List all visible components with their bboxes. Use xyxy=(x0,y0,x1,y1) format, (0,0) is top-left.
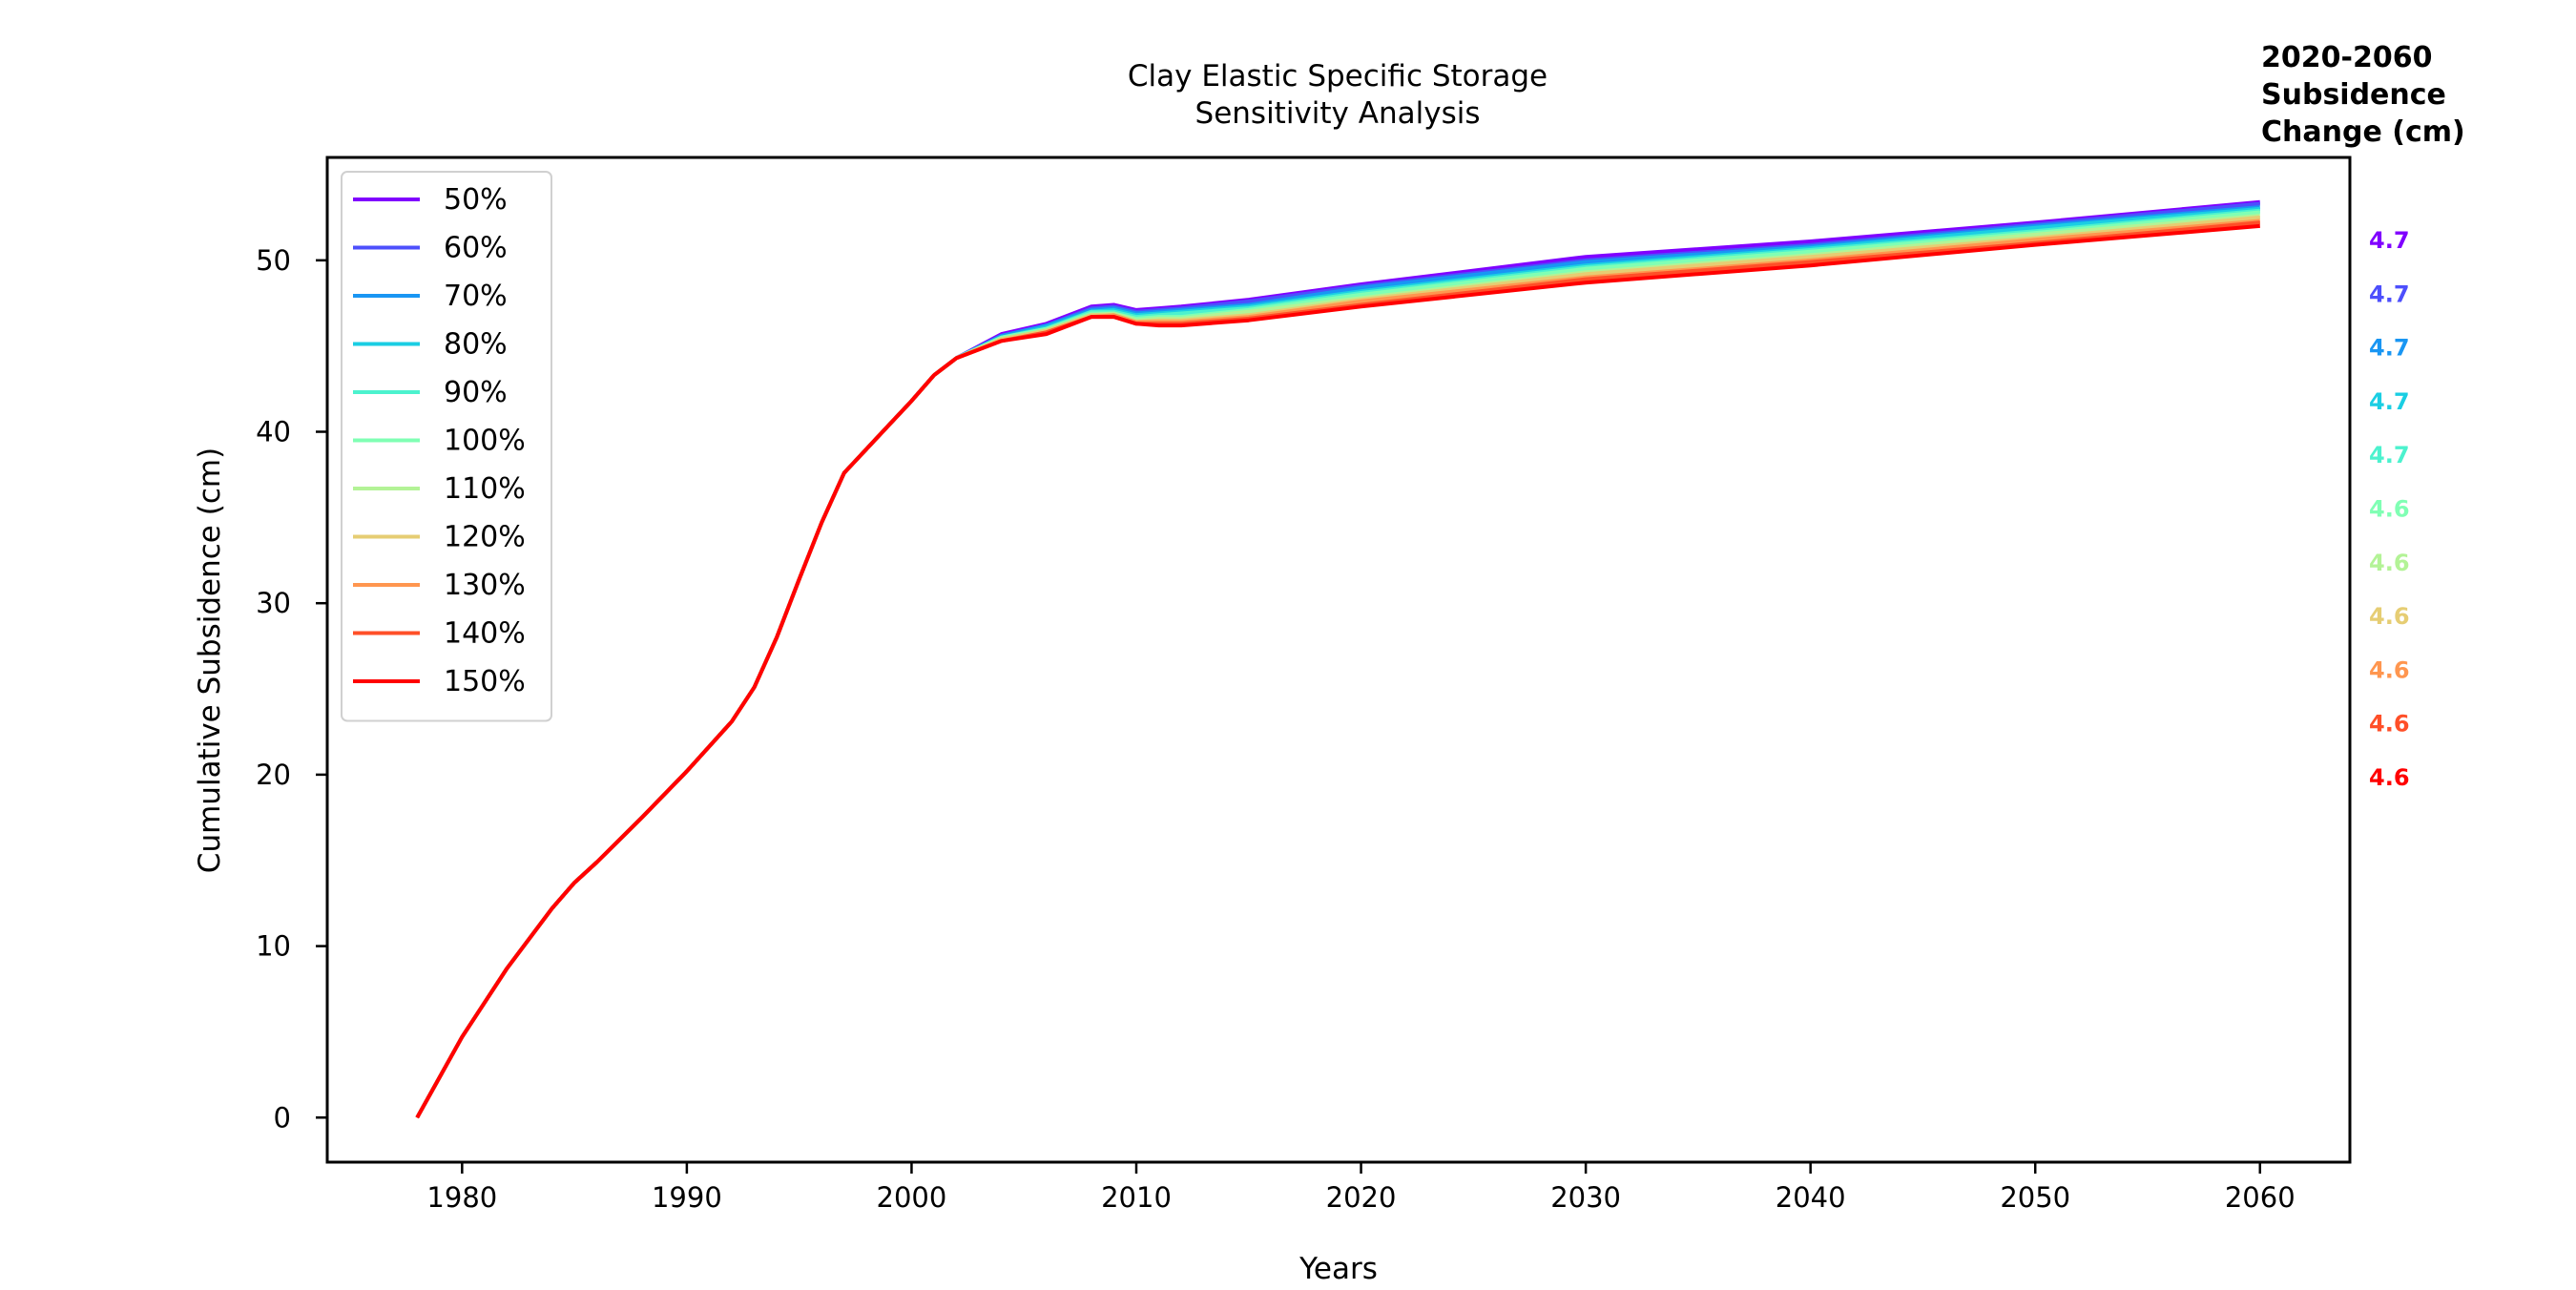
legend-label: 120% xyxy=(444,521,526,554)
x-axis-title: Years xyxy=(1298,1252,1378,1286)
y-tick-label: 20 xyxy=(256,759,291,791)
axes: 1980 1990 2000 2010 2020 2030 2040 2050 20600102… xyxy=(256,244,2296,1214)
side-title-line-1: 2020-2060 xyxy=(2261,41,2432,74)
legend: 50% 60% 70% 80% 90% 100% 110% 120% 130% 140% 150% xyxy=(341,171,552,722)
legend-label: 80% xyxy=(444,328,508,362)
change-value-60pct: 4.7 xyxy=(2369,281,2410,307)
change-value-150pct: 4.6 xyxy=(2369,764,2410,791)
chart-title-line-1: Clay Elastic Specific Storage xyxy=(1128,59,1548,94)
x-tick-label: 2060 xyxy=(2225,1181,2296,1214)
change-value-100pct: 4.6 xyxy=(2369,496,2410,523)
legend-label: 70% xyxy=(444,280,508,313)
subsidence-change-labels: 4.7 4.7 4.7 4.7 4.7 4.6 4.6 4.6 4.6 4.6 4.6 xyxy=(2369,227,2410,791)
change-value-110pct: 4.6 xyxy=(2369,550,2410,576)
legend-label: 150% xyxy=(444,665,526,698)
change-value-90pct: 4.7 xyxy=(2369,442,2410,468)
legend-label: 140% xyxy=(444,617,526,651)
change-value-130pct: 4.6 xyxy=(2369,656,2410,683)
side-title-line-2: Subsidence xyxy=(2261,78,2446,112)
x-tick-label: 2040 xyxy=(1776,1181,1846,1214)
change-value-80pct: 4.7 xyxy=(2369,388,2410,415)
change-value-50pct: 4.7 xyxy=(2369,227,2410,254)
series-line-150pct xyxy=(415,223,2260,1119)
y-tick-label: 50 xyxy=(256,244,291,277)
plot-frame xyxy=(325,156,2352,1164)
y-tick-label: 0 xyxy=(274,1101,291,1134)
change-value-140pct: 4.6 xyxy=(2369,711,2410,738)
side-title-line-3: Change (cm) xyxy=(2261,115,2465,149)
legend-label: 100% xyxy=(444,425,526,458)
legend-label: 90% xyxy=(444,376,508,409)
legend-label: 130% xyxy=(444,569,526,602)
x-tick-label: 2010 xyxy=(1101,1181,1172,1214)
x-tick-label: 1980 xyxy=(426,1181,497,1214)
x-tick-label: 2020 xyxy=(1326,1181,1397,1214)
plot-area xyxy=(415,199,2260,1119)
y-tick-label: 10 xyxy=(256,930,291,963)
y-axis-title: Cumulative Subsidence (cm) xyxy=(193,447,227,873)
x-tick-label: 2050 xyxy=(2000,1181,2070,1214)
change-value-120pct: 4.6 xyxy=(2369,603,2410,630)
legend-label: 60% xyxy=(444,232,508,265)
chart-title-line-2: Sensitivity Analysis xyxy=(1195,96,1481,131)
y-tick-label: 40 xyxy=(256,416,291,448)
legend-label: 110% xyxy=(444,472,526,506)
y-tick-label: 30 xyxy=(256,587,291,619)
x-tick-label: 2030 xyxy=(1550,1181,1621,1214)
x-tick-label: 2000 xyxy=(877,1181,947,1214)
legend-label: 50% xyxy=(444,183,508,217)
x-tick-label: 1990 xyxy=(652,1181,722,1214)
change-value-70pct: 4.7 xyxy=(2369,335,2410,362)
